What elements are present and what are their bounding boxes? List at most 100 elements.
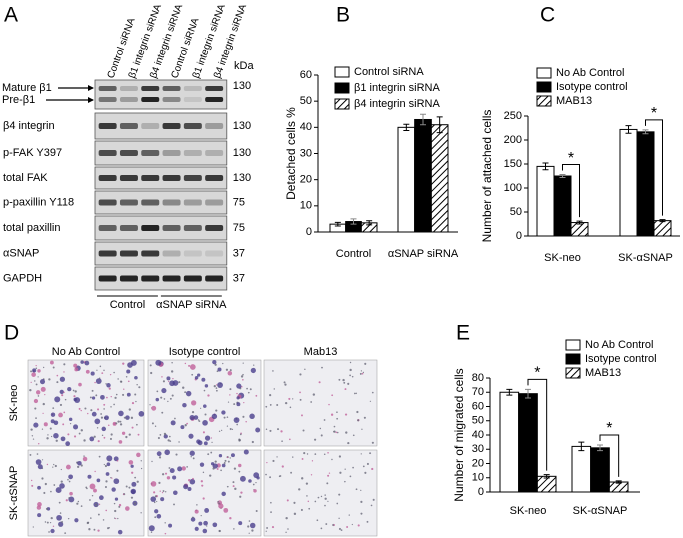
cell: [62, 423, 65, 426]
cell: [90, 517, 92, 519]
band: [205, 225, 224, 231]
cell: [169, 468, 175, 474]
micrograph-bg: [263, 359, 378, 447]
significance-star: *: [606, 420, 612, 437]
bar: [653, 220, 672, 237]
cell: [63, 391, 65, 394]
cell: [59, 389, 64, 395]
cell: [240, 375, 244, 378]
cell: [233, 403, 236, 406]
cell: [292, 456, 294, 458]
y-tick-label: 0: [306, 226, 312, 238]
kda-label: 37: [233, 247, 245, 259]
cell: [154, 425, 157, 427]
column-label: Mab13: [304, 346, 338, 358]
cell: [238, 521, 243, 526]
cell: [202, 431, 205, 434]
cell: [99, 365, 102, 368]
cell: [323, 419, 326, 421]
x-tick-label: SK-αSNAP: [573, 505, 628, 517]
cell: [115, 517, 117, 520]
cell: [98, 455, 101, 458]
cell: [339, 471, 342, 474]
cell: [186, 422, 189, 425]
cell: [239, 433, 242, 436]
band: [141, 175, 160, 181]
cell: [30, 428, 33, 431]
cell: [110, 406, 112, 408]
blot-label: αSNAP: [3, 247, 39, 259]
kda-label: 130: [233, 172, 251, 184]
cell: [91, 411, 97, 417]
cell: [354, 392, 356, 395]
micrograph: [147, 449, 262, 537]
cell: [77, 460, 82, 466]
cell: [204, 413, 207, 416]
cell: [48, 378, 51, 381]
blot-strip: [94, 140, 228, 166]
cell: [89, 499, 91, 501]
y-tick-label: 50: [300, 95, 312, 107]
cell: [41, 428, 44, 430]
band: [162, 86, 181, 91]
cell: [305, 482, 309, 485]
cell: [369, 400, 372, 402]
cell: [242, 415, 245, 418]
cell: [150, 371, 153, 375]
cell: [192, 516, 194, 519]
error-bar: [659, 219, 666, 223]
error-bar: [542, 162, 549, 171]
band: [98, 97, 117, 102]
cell: [126, 417, 128, 419]
cell: [73, 435, 77, 438]
cell: [46, 437, 49, 440]
micrograph: [147, 359, 262, 447]
cell: [56, 514, 62, 521]
y-tick-label: 50: [472, 415, 484, 427]
cell: [200, 514, 202, 517]
cell: [48, 531, 50, 533]
blot-label: GAPDH: [3, 272, 42, 284]
cell: [161, 411, 164, 414]
cell: [280, 430, 283, 433]
bar: [571, 445, 592, 493]
cell: [178, 441, 180, 443]
cell: [106, 455, 113, 462]
cell: [134, 375, 138, 380]
y-tick-label: 80: [472, 372, 484, 384]
cell: [91, 494, 94, 497]
cell: [320, 434, 323, 437]
cell: [69, 422, 72, 425]
cell: [340, 529, 343, 531]
cell: [169, 440, 172, 443]
cell: [168, 380, 170, 383]
y-tick-label: 60: [472, 400, 484, 412]
cell: [223, 462, 226, 464]
cell: [131, 481, 137, 487]
cell: [159, 433, 162, 436]
cell: [137, 433, 140, 436]
cell: [59, 483, 65, 489]
y-tick-label: 150: [504, 158, 522, 170]
cell: [86, 487, 88, 490]
cell: [247, 391, 250, 394]
cell: [301, 414, 303, 417]
significance-bracket: [562, 164, 580, 218]
legend-swatch: [565, 353, 581, 365]
cell: [192, 477, 194, 480]
cell: [58, 412, 63, 418]
cell: [53, 432, 59, 439]
cell: [336, 431, 339, 434]
cell: [102, 519, 105, 521]
cell: [35, 367, 38, 370]
error-bar: [642, 129, 649, 135]
cell: [348, 514, 350, 516]
cell: [73, 363, 78, 368]
cell: [36, 453, 39, 455]
band: [162, 199, 181, 206]
cell: [190, 456, 192, 458]
cell: [290, 471, 293, 474]
cell: [164, 491, 167, 493]
cell: [352, 434, 355, 437]
cell: [255, 509, 258, 512]
